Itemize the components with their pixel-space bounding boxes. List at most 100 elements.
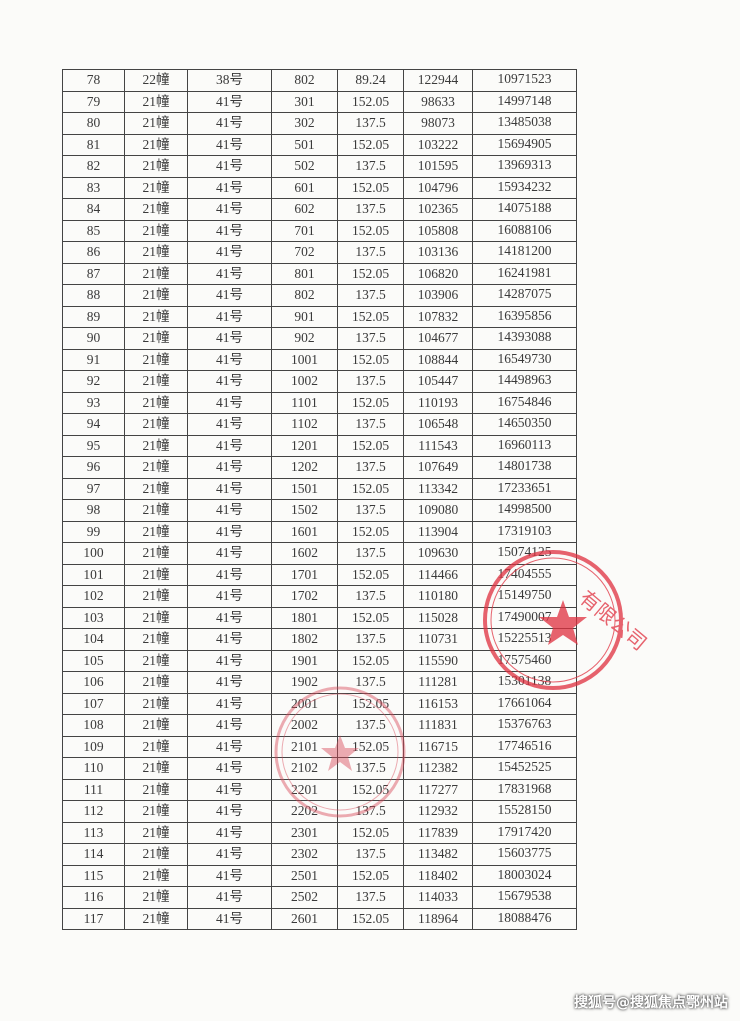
building-cell: 21幢	[124, 542, 188, 565]
row-number-cell: 100	[62, 542, 125, 565]
row-number-cell: 107	[62, 692, 125, 715]
row-number-cell: 98	[62, 499, 125, 522]
total-price-cell: 14181200	[472, 241, 577, 264]
building-cell: 21幢	[124, 305, 188, 328]
room-number-cell: 1201	[271, 434, 338, 457]
total-price-cell: 15301138	[472, 671, 577, 694]
unit-cell: 41号	[187, 542, 272, 565]
unit-price-cell: 106820	[403, 262, 473, 285]
building-cell: 21幢	[124, 843, 188, 866]
building-cell: 21幢	[124, 778, 188, 801]
table-row: 110 21幢 41号 2102 137.5 112382 15452525	[62, 757, 577, 780]
table-row: 114 21幢 41号 2302 137.5 113482 15603775	[62, 843, 577, 866]
total-price-cell: 17746516	[472, 735, 577, 758]
row-number-cell: 97	[62, 477, 125, 500]
building-cell: 21幢	[124, 606, 188, 629]
unit-price-cell: 113342	[403, 477, 473, 500]
area-cell: 137.5	[337, 456, 404, 479]
unit-price-cell: 113482	[403, 843, 473, 866]
unit-price-cell: 107649	[403, 456, 473, 479]
building-cell: 21幢	[124, 155, 188, 178]
building-cell: 21幢	[124, 262, 188, 285]
area-cell: 152.05	[337, 434, 404, 457]
total-price-cell: 17233651	[472, 477, 577, 500]
total-price-cell: 17404555	[472, 563, 577, 586]
area-cell: 152.05	[337, 133, 404, 156]
unit-price-cell: 110193	[403, 391, 473, 414]
room-number-cell: 1902	[271, 671, 338, 694]
room-number-cell: 1501	[271, 477, 338, 500]
row-number-cell: 85	[62, 219, 125, 242]
row-number-cell: 89	[62, 305, 125, 328]
building-cell: 21幢	[124, 327, 188, 350]
building-cell: 21幢	[124, 628, 188, 651]
unit-price-cell: 101595	[403, 155, 473, 178]
unit-cell: 41号	[187, 692, 272, 715]
unit-price-cell: 109080	[403, 499, 473, 522]
unit-price-cell: 114033	[403, 886, 473, 909]
room-number-cell: 601	[271, 176, 338, 199]
row-number-cell: 92	[62, 370, 125, 393]
row-number-cell: 115	[62, 864, 125, 887]
building-cell: 21幢	[124, 671, 188, 694]
unit-price-cell: 113904	[403, 520, 473, 543]
room-number-cell: 2001	[271, 692, 338, 715]
row-number-cell: 111	[62, 778, 125, 801]
area-cell: 137.5	[337, 370, 404, 393]
building-cell: 21幢	[124, 864, 188, 887]
area-cell: 152.05	[337, 606, 404, 629]
area-cell: 152.05	[337, 649, 404, 672]
total-price-cell: 17661064	[472, 692, 577, 715]
area-cell: 137.5	[337, 112, 404, 135]
table-row: 108 21幢 41号 2002 137.5 111831 15376763	[62, 714, 577, 737]
area-cell: 137.5	[337, 714, 404, 737]
total-price-cell: 13485038	[472, 112, 577, 135]
area-cell: 152.05	[337, 477, 404, 500]
building-cell: 21幢	[124, 391, 188, 414]
unit-price-cell: 106548	[403, 413, 473, 436]
table-row: 82 21幢 41号 502 137.5 101595 13969313	[62, 155, 577, 178]
area-cell: 152.05	[337, 520, 404, 543]
unit-cell: 41号	[187, 176, 272, 199]
building-cell: 21幢	[124, 176, 188, 199]
total-price-cell: 14393088	[472, 327, 577, 350]
table-row: 92 21幢 41号 1002 137.5 105447 14498963	[62, 370, 577, 393]
building-cell: 22幢	[124, 69, 188, 92]
row-number-cell: 94	[62, 413, 125, 436]
total-price-cell: 14998500	[472, 499, 577, 522]
building-cell: 21幢	[124, 434, 188, 457]
table-row: 90 21幢 41号 902 137.5 104677 14393088	[62, 327, 577, 350]
total-price-cell: 15934232	[472, 176, 577, 199]
room-number-cell: 902	[271, 327, 338, 350]
building-cell: 21幢	[124, 90, 188, 113]
table-row: 96 21幢 41号 1202 137.5 107649 14801738	[62, 456, 577, 479]
total-price-cell: 14287075	[472, 284, 577, 307]
unit-price-cell: 110731	[403, 628, 473, 651]
area-cell: 137.5	[337, 800, 404, 823]
unit-price-cell: 111831	[403, 714, 473, 737]
unit-price-cell: 105808	[403, 219, 473, 242]
row-number-cell: 105	[62, 649, 125, 672]
table-row: 100 21幢 41号 1602 137.5 109630 15074125	[62, 542, 577, 565]
room-number-cell: 1101	[271, 391, 338, 414]
unit-price-cell: 98073	[403, 112, 473, 135]
unit-cell: 41号	[187, 714, 272, 737]
area-cell: 137.5	[337, 585, 404, 608]
room-number-cell: 701	[271, 219, 338, 242]
area-cell: 137.5	[337, 671, 404, 694]
unit-price-cell: 114466	[403, 563, 473, 586]
area-cell: 137.5	[337, 241, 404, 264]
unit-cell: 41号	[187, 391, 272, 414]
unit-price-cell: 102365	[403, 198, 473, 221]
row-number-cell: 81	[62, 133, 125, 156]
area-cell: 152.05	[337, 563, 404, 586]
unit-cell: 41号	[187, 155, 272, 178]
unit-price-cell: 118402	[403, 864, 473, 887]
unit-cell: 41号	[187, 477, 272, 500]
building-cell: 21幢	[124, 133, 188, 156]
unit-price-cell: 104796	[403, 176, 473, 199]
unit-cell: 41号	[187, 843, 272, 866]
unit-cell: 41号	[187, 864, 272, 887]
room-number-cell: 802	[271, 69, 338, 92]
table-row: 81 21幢 41号 501 152.05 103222 15694905	[62, 133, 577, 156]
